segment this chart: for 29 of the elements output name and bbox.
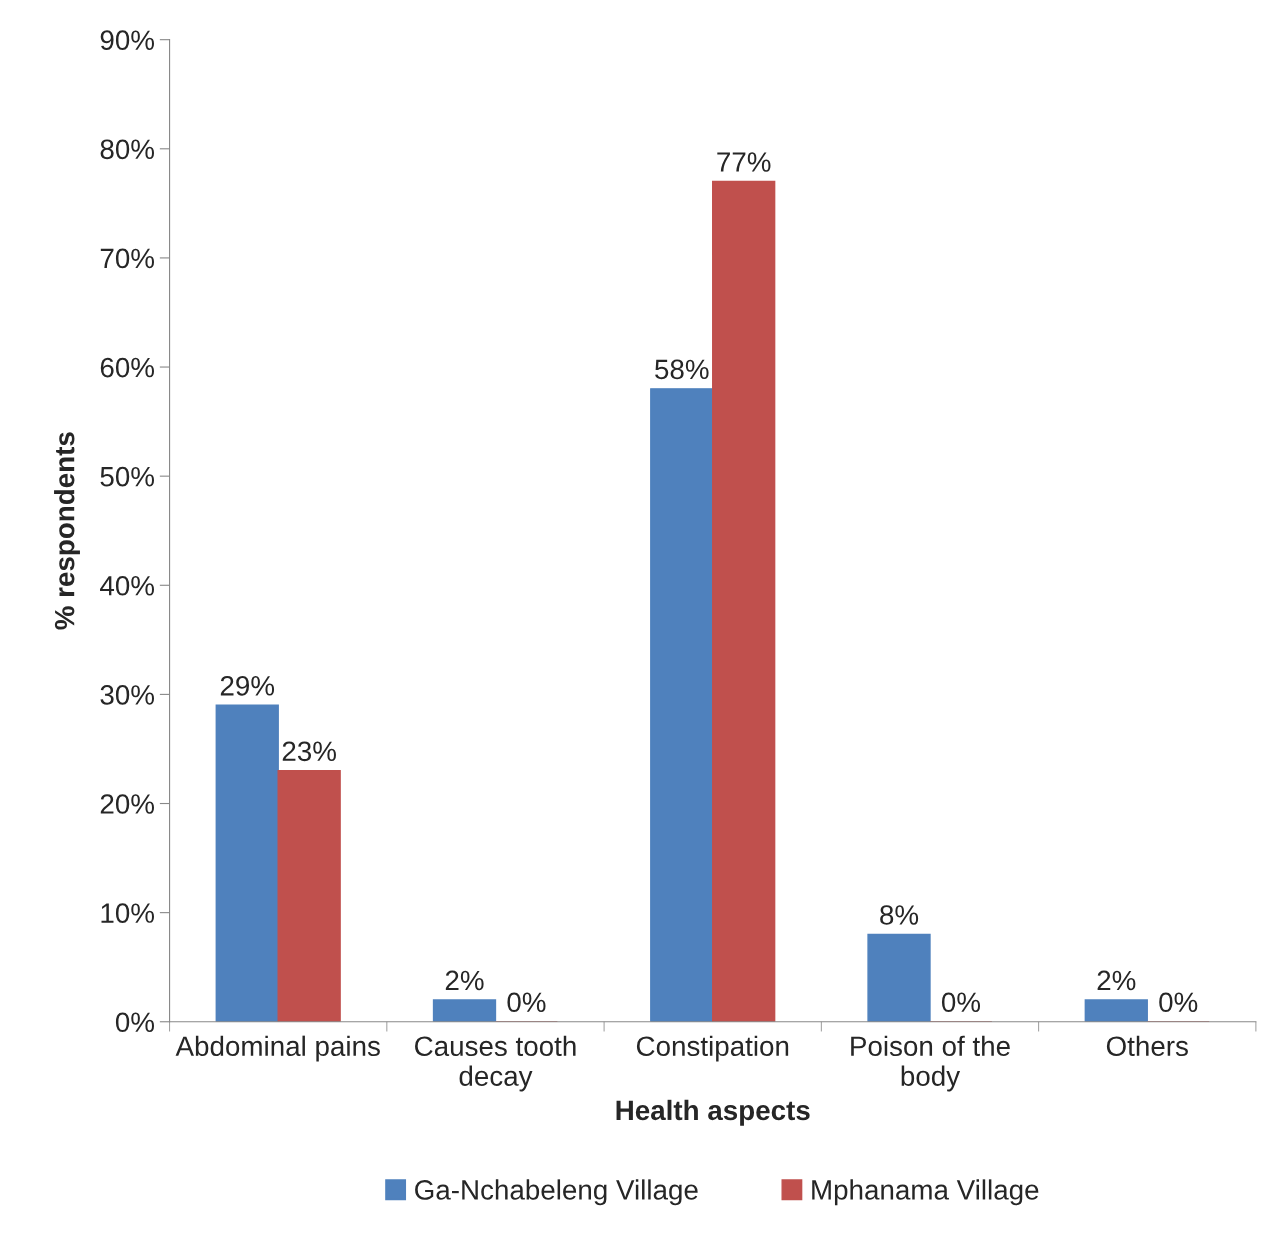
legend-label: Mphanama Village xyxy=(812,1179,1039,1206)
data-label: 0% xyxy=(1159,992,1198,1013)
y-tick-label: 50% xyxy=(100,466,155,487)
y-tick-label: 40% xyxy=(100,575,155,596)
x-tick-label: Constipation xyxy=(636,1035,789,1062)
y-tick-label: 10% xyxy=(101,903,155,923)
y-tick-label: 30% xyxy=(100,685,155,705)
legend-label: Ga-Nchabeleng Village xyxy=(415,1179,698,1206)
y-tick-label: 60% xyxy=(100,357,155,378)
x-tick-label: Others xyxy=(1106,1035,1188,1057)
x-tick-label: Abdominal pains xyxy=(175,1035,380,1062)
data-label: 0% xyxy=(507,992,546,1013)
y-tick-label: 90% xyxy=(100,30,155,51)
data-label: 58% xyxy=(655,359,709,380)
data-label: 8% xyxy=(880,905,919,925)
y-tick-label: 80% xyxy=(100,139,155,160)
data-label: 23% xyxy=(282,741,336,762)
data-label: 2% xyxy=(445,970,484,991)
x-axis-title: Health aspects xyxy=(616,1099,810,1126)
data-label: 2% xyxy=(1097,970,1136,991)
x-tick-label: Poison of the body xyxy=(851,1035,1010,1092)
data-label: 77% xyxy=(717,152,771,172)
data-label: 29% xyxy=(220,675,275,696)
y-tick-label: 20% xyxy=(100,794,155,814)
data-label: 0% xyxy=(941,992,981,1013)
y-axis-title: % respondents xyxy=(54,432,80,630)
y-tick-label: 0% xyxy=(115,1012,154,1033)
y-tick-label: 70% xyxy=(100,248,155,269)
x-tick-label: Causes tooth decay xyxy=(415,1035,576,1092)
